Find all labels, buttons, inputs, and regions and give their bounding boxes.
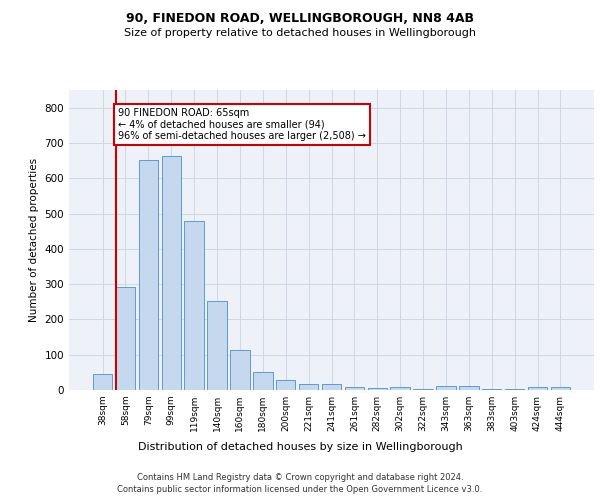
- Bar: [391, 387, 410, 390]
- Text: 90, FINEDON ROAD, WELLINGBOROUGH, NN8 4AB: 90, FINEDON ROAD, WELLINGBOROUGH, NN8 4A…: [126, 12, 474, 26]
- Text: Contains HM Land Registry data © Crown copyright and database right 2024.: Contains HM Land Registry data © Crown c…: [137, 472, 463, 482]
- Text: 90 FINEDON ROAD: 65sqm
← 4% of detached houses are smaller (94)
96% of semi-deta: 90 FINEDON ROAD: 65sqm ← 4% of detached …: [118, 108, 366, 141]
- Bar: [230, 350, 250, 390]
- Bar: [436, 386, 455, 390]
- Bar: [208, 301, 227, 390]
- Bar: [93, 374, 112, 390]
- Bar: [551, 387, 570, 390]
- Bar: [528, 387, 547, 390]
- Text: Distribution of detached houses by size in Wellingborough: Distribution of detached houses by size …: [137, 442, 463, 452]
- Text: Contains public sector information licensed under the Open Government Licence v3: Contains public sector information licen…: [118, 485, 482, 494]
- Bar: [116, 286, 135, 390]
- Bar: [322, 384, 341, 390]
- Y-axis label: Number of detached properties: Number of detached properties: [29, 158, 39, 322]
- Bar: [368, 388, 387, 390]
- Bar: [184, 222, 204, 390]
- Bar: [299, 384, 319, 390]
- Bar: [161, 156, 181, 390]
- Bar: [253, 372, 272, 390]
- Text: Size of property relative to detached houses in Wellingborough: Size of property relative to detached ho…: [124, 28, 476, 38]
- Bar: [344, 387, 364, 390]
- Bar: [276, 380, 295, 390]
- Bar: [459, 386, 479, 390]
- Bar: [139, 160, 158, 390]
